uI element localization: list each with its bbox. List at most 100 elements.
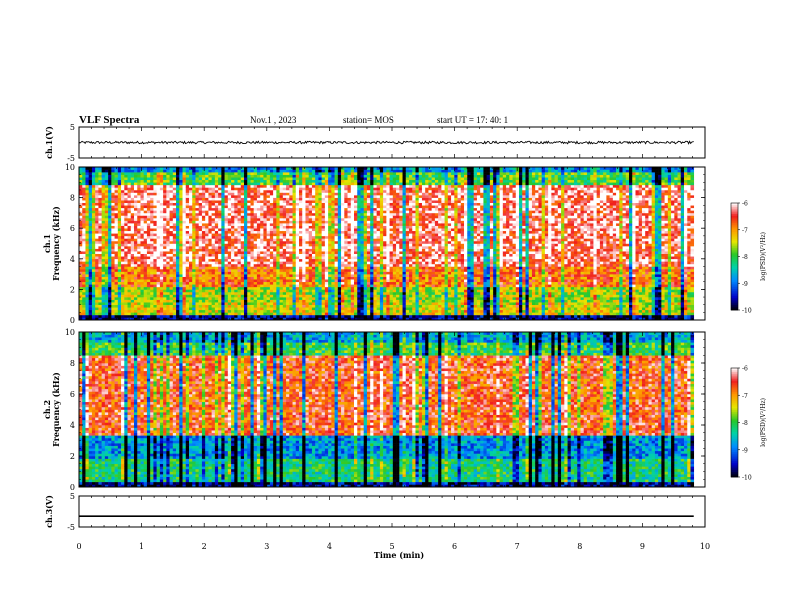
spectrogram-cell	[124, 261, 128, 265]
spectrogram-cell	[143, 248, 148, 252]
spectrogram-cell	[182, 251, 187, 254]
spectrogram-cell	[201, 235, 206, 239]
spectrogram-cell	[247, 182, 251, 186]
spectrogram-cell	[224, 309, 229, 313]
spectrogram-cell	[299, 189, 303, 193]
spectrogram-cell	[146, 212, 151, 216]
spectrogram-cell	[250, 182, 255, 186]
spectrogram-cell	[224, 230, 229, 234]
spectrogram-cell	[276, 312, 280, 316]
spectrogram-cell	[159, 263, 164, 267]
spectrogram-cell	[315, 223, 319, 226]
spectrogram-cell	[279, 238, 284, 242]
spectrogram-cell	[130, 289, 135, 293]
spectrogram-cell	[101, 233, 106, 237]
spectrogram-cell	[305, 207, 310, 211]
spectrogram-cell	[237, 174, 242, 178]
spectrogram-cell	[218, 225, 222, 229]
spectrogram-cell	[315, 246, 319, 249]
spectrogram-cell	[101, 225, 106, 229]
spectrogram-cell	[253, 220, 258, 224]
spectrogram-cell	[224, 294, 229, 298]
spectrogram-cell	[337, 279, 342, 283]
spectrogram-cell	[121, 256, 125, 260]
spectrogram-cell	[247, 297, 251, 300]
spectrogram-cell	[240, 215, 245, 219]
spectrogram-cell	[321, 210, 326, 214]
spectrogram-cell	[169, 200, 174, 203]
spectrogram-cell	[331, 258, 335, 262]
spectrogram-cell	[299, 246, 303, 249]
spectrogram-cell	[134, 243, 138, 247]
spectrogram-cell	[266, 197, 271, 201]
spectrogram-cell	[218, 202, 222, 206]
spectrogram-cell	[321, 172, 326, 175]
spectrogram-cell	[237, 274, 242, 277]
spectrogram-cell	[256, 195, 261, 198]
spectrogram-cell	[328, 286, 332, 290]
spectrogram-cell	[117, 218, 122, 221]
spectrogram-cell	[95, 291, 99, 295]
spectrogram-cell	[192, 284, 196, 288]
spectrogram-cell	[82, 274, 86, 277]
spectrogram-cell	[82, 307, 86, 311]
spectrogram-cell	[137, 220, 141, 224]
spectrogram-cell	[253, 281, 258, 285]
spectrogram-cell	[286, 251, 290, 254]
spectrogram-cell	[237, 182, 242, 186]
spectrogram-cell	[328, 200, 332, 203]
spectrogram-cell	[98, 248, 102, 252]
spectrogram-cell	[289, 312, 293, 316]
spectrogram-cell	[224, 187, 229, 191]
spectrogram-cell	[269, 212, 274, 216]
spectrogram-cell	[169, 289, 174, 293]
spectrogram-cell	[263, 261, 267, 265]
spectrogram-cell	[244, 286, 248, 290]
spectrogram-cell	[156, 243, 161, 247]
spectrogram-cell	[114, 184, 119, 188]
spectrogram-cell	[247, 169, 251, 173]
spectrogram-cell	[318, 182, 322, 186]
spectrogram-cell	[250, 269, 255, 272]
spectrogram-cell	[279, 218, 284, 221]
spectrogram-cell	[82, 218, 86, 221]
spectrogram-cell	[263, 197, 267, 201]
spectrogram-cell	[324, 202, 329, 206]
spectrogram-cell	[108, 200, 112, 203]
spectrogram-cell	[334, 261, 339, 265]
spectrogram-cell	[95, 307, 99, 311]
spectrogram-cell	[159, 317, 164, 321]
spectrogram-cell	[111, 307, 115, 311]
spectrogram-cell	[211, 184, 216, 188]
spectrogram-cell	[111, 286, 115, 290]
spectrogram-cell	[282, 261, 287, 265]
spectrogram-cell	[88, 253, 93, 257]
spectrogram-cell	[185, 228, 190, 232]
spectrogram-cell	[250, 246, 255, 249]
spectrogram-cell	[244, 240, 248, 244]
spectrogram-cell	[156, 307, 161, 311]
spectrogram-cell	[185, 177, 190, 181]
spectrogram-cell	[124, 220, 128, 224]
spectrogram-cell	[237, 200, 242, 203]
spectrogram-cell	[302, 279, 306, 283]
spectrogram-cell	[237, 263, 242, 267]
spectrogram-cell	[150, 223, 154, 226]
spectrogram-cell	[234, 182, 238, 186]
spectrogram-cell	[282, 174, 287, 178]
spectrogram-cell	[88, 174, 93, 178]
spectrogram-cell	[218, 286, 222, 290]
spectrogram-cell	[305, 220, 310, 224]
spectrogram-cell	[176, 187, 180, 191]
spectrogram-cell	[227, 281, 232, 285]
spectrogram-cell	[185, 317, 190, 321]
spectrogram-cell	[328, 248, 332, 252]
spectrogram-cell	[172, 174, 177, 178]
spectrogram-cell	[91, 187, 96, 191]
spectrogram-cell	[315, 197, 319, 201]
spectrogram-cell	[286, 235, 290, 239]
spectrogram-cell	[260, 309, 264, 313]
spectrogram-cell	[85, 220, 90, 224]
spectrogram-cell	[260, 253, 264, 257]
spectrogram-cell	[88, 274, 93, 277]
